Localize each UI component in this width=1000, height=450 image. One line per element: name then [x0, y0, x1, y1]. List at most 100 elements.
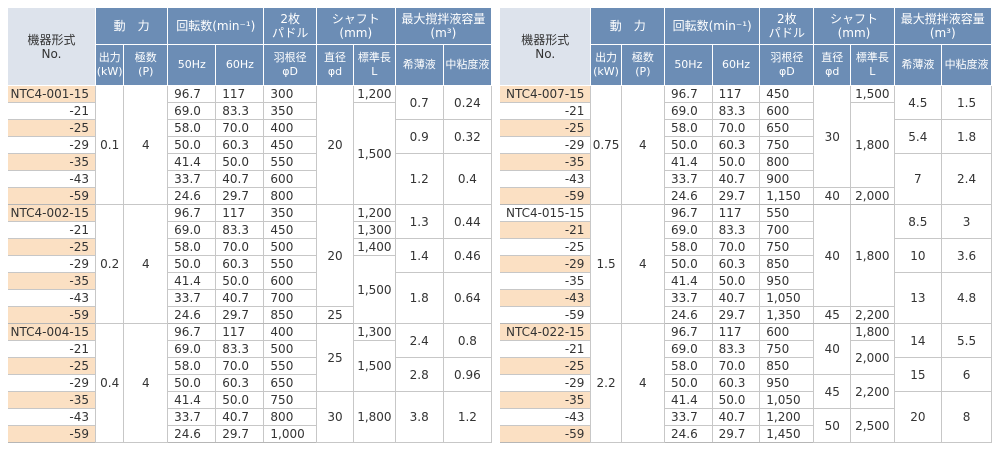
capacity-medium-cell: 0.96 — [443, 357, 493, 392]
model-cell: NTC4-004-15 — [8, 323, 96, 341]
header-shaft-dia: 直径 φd — [813, 44, 852, 86]
table-row: -59 24.6 29.7 1,450 — [500, 425, 992, 443]
shaft-len-cell: 1,300 — [353, 323, 396, 341]
blade-dia-cell: 850 — [263, 306, 317, 324]
output-kw-cell: 0.1 — [95, 85, 125, 205]
shaft-dia-cell: 40 — [813, 204, 852, 307]
rpm-50hz-cell: 24.6 — [664, 306, 713, 324]
rpm-60hz-cell: 50.0 — [215, 272, 265, 290]
capacity-medium-cell: 0.46 — [443, 238, 493, 273]
poles-cell: 4 — [123, 85, 169, 205]
table-row: -25 58.0 70.0 400 0.9 0.32 — [8, 119, 493, 154]
blade-dia-cell: 800 — [263, 187, 317, 205]
rpm-60hz-cell: 83.3 — [712, 102, 761, 120]
blade-dia-cell: 500 — [263, 238, 317, 256]
table-row: -59 24.6 29.7 800 — [8, 187, 492, 205]
shaft-len-cell: 1,800 — [850, 204, 895, 307]
capacity-dilute-cell: 13 — [894, 272, 943, 324]
rpm-60hz-cell: 60.3 — [215, 255, 265, 273]
table-row: NTC4-022-15 2.2 4 96.7 117 600 40 1,800 14 5.5 — [500, 323, 992, 443]
model-cell: -29 — [8, 255, 96, 273]
table-row: -43 33.7 40.7 900 — [500, 170, 992, 188]
capacity-medium-cell: 0.4 — [443, 153, 493, 205]
rpm-60hz-cell: 60.3 — [712, 255, 761, 273]
rpm-50hz-cell: 50.0 — [167, 255, 217, 273]
rpm-60hz-cell: 40.7 — [215, 289, 265, 307]
model-cell: -29 — [8, 136, 96, 154]
header-std-len: 標準長 L — [850, 44, 895, 86]
rpm-50hz-cell: 24.6 — [167, 425, 217, 443]
blade-dia-cell: 350 — [263, 204, 317, 222]
capacity-dilute-cell: 0.9 — [395, 119, 444, 154]
table-row: -21 69.0 83.3 500 1,500 — [8, 340, 492, 392]
model-cell: -43 — [500, 170, 592, 188]
blade-dia-cell: 1,350 — [759, 306, 815, 324]
rpm-60hz-cell: 83.3 — [712, 221, 761, 239]
table-row: -21 69.0 83.3 350 1,500 — [8, 102, 492, 205]
model-cell: NTC4-001-15 — [8, 85, 96, 103]
shaft-dia-cell: 25 — [316, 306, 355, 324]
header-output: 出力 (kW) — [590, 44, 622, 86]
blade-dia-cell: 1,050 — [759, 289, 815, 307]
capacity-dilute-cell: 10 — [894, 238, 943, 273]
blade-dia-cell: 850 — [759, 357, 815, 375]
model-cell: -35 — [8, 272, 96, 290]
table-row: -35 41.4 50.0 1,050 20 8 — [500, 391, 992, 443]
rpm-60hz-cell: 50.0 — [215, 153, 265, 171]
rpm-50hz-cell: 96.7 — [664, 323, 713, 341]
rpm-50hz-cell: 41.4 — [664, 391, 713, 409]
capacity-medium-cell: 1.5 — [941, 85, 992, 120]
table-row: -25 58.0 70.0 500 1,400 1.4 0.46 — [8, 238, 493, 273]
table-row: NTC4-002-15 0.2 4 96.7 117 350 20 1,200 1.3 0.44 — [8, 204, 493, 324]
header-blade-dia: 羽根径 φD — [759, 44, 815, 86]
rpm-50hz-cell: 96.7 — [664, 85, 713, 103]
rpm-60hz-cell: 29.7 — [712, 187, 761, 205]
blade-dia-cell: 600 — [263, 170, 317, 188]
model-cell: -21 — [8, 221, 96, 239]
blade-dia-cell: 650 — [263, 374, 317, 392]
rpm-60hz-cell: 60.3 — [712, 136, 761, 154]
rpm-50hz-cell: 33.7 — [167, 170, 217, 188]
rpm-50hz-cell: 69.0 — [167, 102, 217, 120]
model-cell: -35 — [500, 272, 592, 290]
rpm-50hz-cell: 58.0 — [167, 119, 217, 137]
shaft-dia-cell: 20 — [316, 204, 355, 307]
capacity-dilute-cell: 5.4 — [894, 119, 943, 154]
shaft-dia-cell: 50 — [813, 408, 852, 443]
header-50hz: 50Hz — [664, 44, 713, 86]
capacity-medium-cell: 6 — [941, 357, 992, 392]
capacity-dilute-cell: 8.5 — [894, 204, 943, 239]
rpm-50hz-cell: 69.0 — [664, 340, 713, 358]
rpm-60hz-cell: 83.3 — [215, 340, 265, 358]
table-row: -21 69.0 83.3 700 — [500, 221, 992, 239]
model-cell: -29 — [8, 374, 96, 392]
header-60hz: 60Hz — [712, 44, 761, 86]
model-cell: -21 — [500, 102, 592, 120]
rpm-50hz-cell: 96.7 — [167, 323, 217, 341]
model-cell: -43 — [8, 408, 96, 426]
rpm-60hz-cell: 40.7 — [215, 408, 265, 426]
blade-dia-cell: 1,450 — [759, 425, 815, 443]
model-cell: -29 — [500, 374, 592, 392]
header-shaft-dia: 直径 φd — [316, 44, 355, 86]
rpm-60hz-cell: 50.0 — [215, 391, 265, 409]
poles-cell: 4 — [123, 204, 169, 324]
rpm-60hz-cell: 83.3 — [215, 102, 265, 120]
header-power: 動 力 — [590, 8, 666, 45]
table-row: -29 50.0 60.3 750 — [500, 136, 992, 154]
table-row: -29 50.0 60.3 650 — [8, 374, 492, 392]
header-medium: 中粘度液 — [941, 44, 992, 86]
model-cell: -25 — [500, 238, 592, 256]
model-cell: -43 — [8, 170, 96, 188]
rpm-50hz-cell: 50.0 — [664, 255, 713, 273]
blade-dia-cell: 850 — [759, 255, 815, 273]
blade-dia-cell: 700 — [263, 289, 317, 307]
header-std-len: 標準長 L — [353, 44, 396, 86]
model-cell: -35 — [8, 153, 96, 171]
blade-dia-cell: 650 — [759, 119, 815, 137]
model-cell: -29 — [500, 136, 592, 154]
table-row: -35 41.4 50.0 600 1.8 0.64 — [8, 272, 493, 324]
shaft-len-cell: 1,800 — [850, 323, 895, 341]
model-cell: -25 — [8, 357, 96, 375]
